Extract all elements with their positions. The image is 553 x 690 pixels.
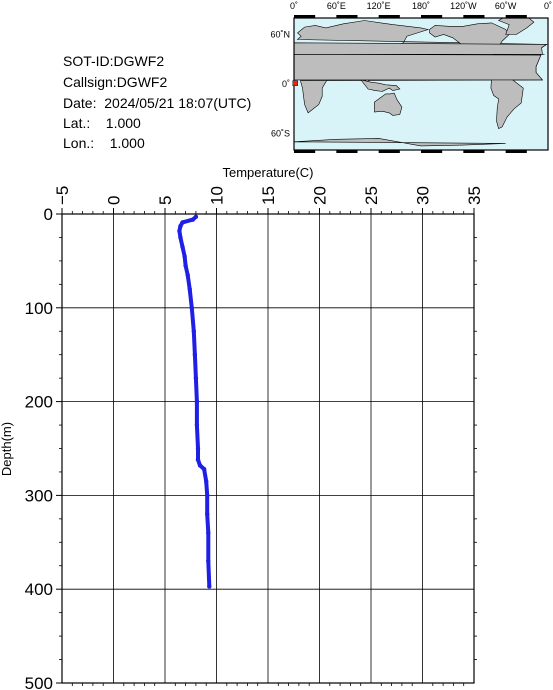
temperature-point — [206, 558, 211, 564]
map-lon-label: 0˚ — [290, 1, 298, 11]
y-tick-label: 100 — [25, 299, 53, 318]
land-antarctica — [294, 138, 506, 150]
temperature-point — [178, 235, 183, 240]
temperature-point — [194, 422, 200, 428]
temperature-point — [182, 254, 187, 259]
temperature-point — [180, 244, 185, 250]
map-border-tick — [378, 15, 400, 18]
map-lat-label: 60˚N — [270, 30, 290, 40]
world-map: 0˚ 60˚E 120˚E 180˚ 120˚W 60˚W 0˚ 60˚N 0˚ 60˚S — [270, 1, 552, 153]
temperature-point — [193, 214, 199, 220]
map-border-tick — [463, 15, 485, 18]
map-border-tick — [294, 15, 316, 18]
x-tick-label: 0 — [105, 196, 124, 205]
x-axis-ticks: −5 0 5 10 15 20 25 30 35 — [53, 186, 484, 686]
temperature-point — [178, 223, 183, 229]
x-tick-label: 10 — [208, 186, 227, 205]
map-lon-label: 120˚E — [367, 1, 391, 11]
y-tick-label: 300 — [25, 486, 53, 505]
map-lon-label: 120˚W — [450, 1, 477, 11]
temperature-point — [205, 493, 210, 498]
map-land — [294, 18, 548, 150]
land-greenland — [497, 18, 535, 35]
map-lon-label: 180˚ — [412, 1, 430, 11]
station-marker — [292, 80, 298, 86]
map-border-tick — [505, 15, 527, 18]
map-lon-label: 0˚ — [544, 1, 552, 11]
sot-id-label: SOT-ID:DGWF2 — [63, 53, 165, 69]
callsign-label: Callsign:DGWF2 — [63, 74, 168, 90]
longitude-label: Lon.: 1.000 — [63, 135, 145, 151]
series-group — [177, 214, 212, 589]
temperature-point — [191, 329, 197, 334]
temperature-point — [183, 263, 188, 268]
temperature-point — [190, 217, 196, 222]
y-tick-label: 500 — [25, 674, 53, 690]
map-border-tick — [336, 150, 358, 153]
latitude-label: Lat.: 1.000 — [63, 115, 141, 131]
temperature-point — [206, 530, 211, 536]
temperature-point — [195, 457, 201, 462]
map-border-tick — [463, 150, 485, 153]
temperature-point — [189, 305, 194, 310]
map-border-tick — [378, 150, 400, 153]
temperature-point — [204, 479, 209, 484]
x-tick-label: 30 — [414, 186, 433, 205]
temperature-point — [194, 399, 200, 404]
map-border-tick — [336, 15, 358, 18]
land-australia — [374, 92, 403, 116]
x-tick-label: −5 — [53, 186, 72, 205]
temperature-point — [193, 375, 199, 381]
temperature-point — [177, 228, 182, 234]
temperature-point — [192, 352, 198, 357]
land-west-africa — [294, 53, 544, 81]
map-lon-label: 60˚E — [327, 1, 346, 11]
temperature-point — [201, 466, 207, 472]
map-lat-label: 60˚S — [271, 129, 290, 139]
x-tick-label: 20 — [311, 186, 330, 205]
y-axis-ticks: 0 100 200 300 400 500 — [25, 205, 477, 690]
temperature-point — [195, 446, 201, 451]
x-tick-label: 25 — [362, 186, 381, 205]
land-indonesia — [360, 79, 401, 92]
temperature-point — [187, 286, 192, 292]
map-border-tick — [421, 150, 443, 153]
map-lat-label: 0˚ — [282, 79, 290, 89]
x-tick-label: 15 — [259, 186, 278, 205]
map-border-tick — [421, 15, 443, 18]
map-border-tick — [294, 150, 316, 153]
map-border-tick — [505, 150, 527, 153]
temperature-point — [185, 272, 190, 278]
map-lon-label: 60˚W — [495, 1, 517, 11]
y-axis-label: Depth(m) — [0, 422, 14, 476]
temperature-point — [197, 463, 203, 468]
temperature-point — [205, 511, 210, 517]
date-label: Date: 2024/05/21 18:07(UTC) — [63, 95, 252, 111]
temperature-point — [180, 220, 185, 225]
chart-grid — [61, 213, 475, 684]
x-tick-label: 5 — [156, 196, 175, 205]
y-tick-label: 400 — [25, 580, 53, 599]
x-axis-label: Temperature(C) — [222, 165, 313, 180]
y-tick-label: 200 — [25, 393, 53, 412]
x-tick-label: 35 — [465, 186, 484, 205]
y-tick-label: 0 — [44, 205, 53, 224]
temperature-point — [207, 584, 212, 589]
